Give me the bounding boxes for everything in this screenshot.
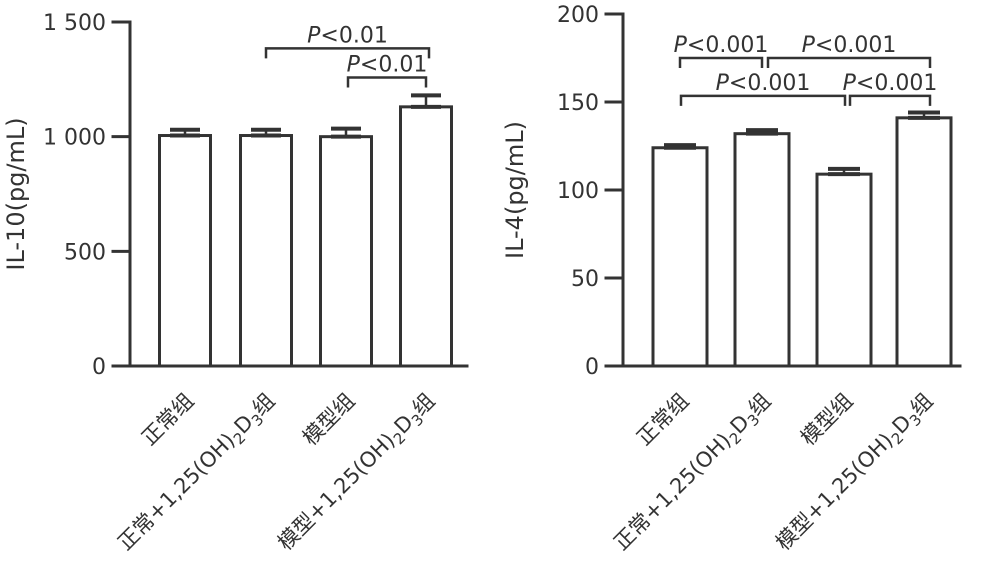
il4-chart-panel: 0 50 100 150 200 IL-4(pg/mL) P<0.001 P<0.001 P<0… xyxy=(496,0,992,571)
bar xyxy=(399,105,453,368)
bar xyxy=(733,132,791,368)
bar xyxy=(651,146,709,368)
y-tick-label: 1 500 xyxy=(43,11,106,36)
category-label: 正常+1,25(OH)2D3组 xyxy=(113,389,282,558)
significance-label: P<0.001 xyxy=(674,33,769,58)
bar xyxy=(895,116,953,368)
bar xyxy=(158,134,212,368)
significance-label: P<0.001 xyxy=(716,71,811,96)
y-tick-label: 150 xyxy=(557,91,599,116)
category-label: 模型组 xyxy=(298,389,360,451)
y-tick-label: 0 xyxy=(585,355,599,380)
significance-label: P<0.001 xyxy=(802,33,897,58)
significance-label: P<0.01 xyxy=(307,23,388,48)
il10-chart-panel: 0 500 1 000 1 500 IL-10(pg/mL) P<0.01 P<0.01 正常… xyxy=(2,11,469,558)
y-tick-label: 50 xyxy=(571,267,599,292)
category-label: 模型+1,25(OH)2D3组 xyxy=(273,389,442,558)
significance-bracket xyxy=(679,94,847,106)
significance-bracket xyxy=(264,47,431,59)
category-label: 模型+1,25(OH)2D3组 xyxy=(771,389,940,558)
significance-bracket xyxy=(848,94,932,106)
y-axis-title: IL-4(pg/mL) xyxy=(501,121,529,259)
significance-bracket xyxy=(346,76,428,88)
category-label: 正常+1,25(OH)2D3组 xyxy=(609,389,778,558)
y-tick-label: 100 xyxy=(557,179,599,204)
y-tick-label: 500 xyxy=(64,240,106,265)
y-tick-label: 0 xyxy=(92,355,106,380)
significance-bracket xyxy=(678,56,764,68)
y-axis-title: IL-10(pg/mL) xyxy=(2,117,30,270)
y-tick-label: 200 xyxy=(557,3,599,28)
category-label: 正常组 xyxy=(137,389,199,451)
category-label: 模型组 xyxy=(796,389,858,451)
il10-chart: 0 500 1 000 1 500 IL-10(pg/mL) P<0.01 P<0.01 正常… xyxy=(2,11,469,558)
bar xyxy=(815,172,873,368)
il4-chart: 0 50 100 150 200 IL-4(pg/mL) P<0.001 P<0.001 P<0… xyxy=(501,3,962,558)
bar xyxy=(239,134,293,368)
significance-label: P<0.01 xyxy=(347,52,428,77)
significance-bracket xyxy=(766,56,932,68)
significance-label: P<0.001 xyxy=(843,71,938,96)
bar xyxy=(319,135,373,368)
y-tick-label: 1 000 xyxy=(43,126,106,151)
category-label: 正常组 xyxy=(632,389,694,451)
